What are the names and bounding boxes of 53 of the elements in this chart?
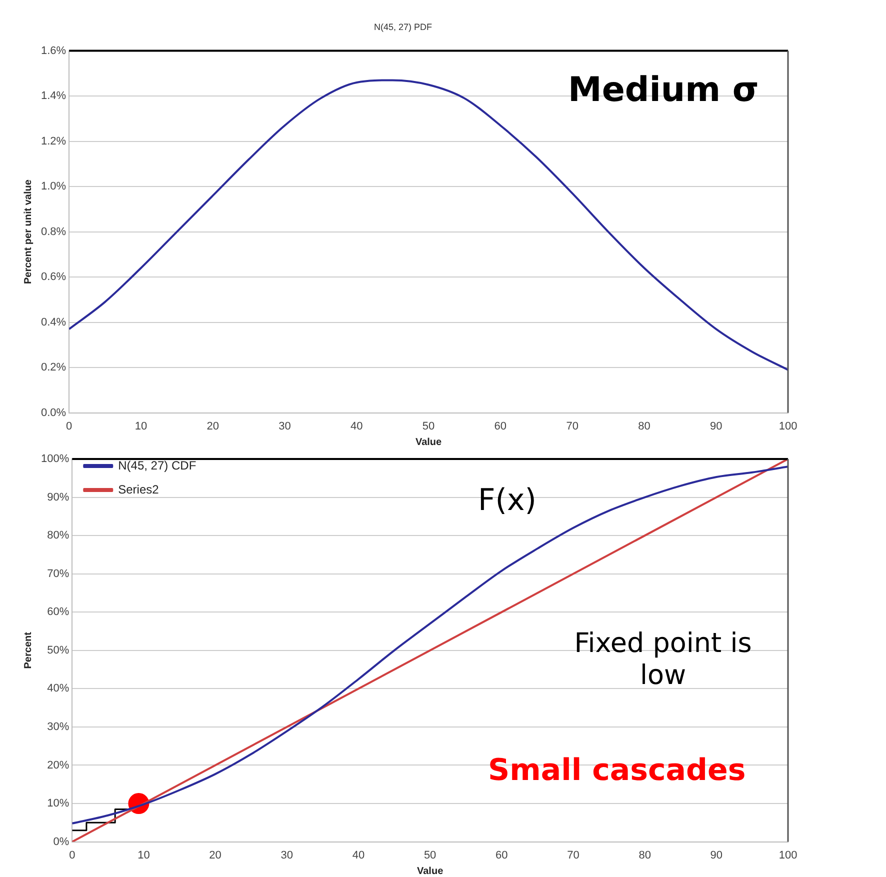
y-tick-label: 20% [47,759,70,772]
x-tick-label: 70 [567,849,580,862]
annotation: Medium σ [568,70,759,111]
y-tick-label: 0.0% [40,406,66,419]
y-tick-label: 10% [47,798,70,810]
legend-label: Series2 [118,482,160,496]
x-tick-label: 80 [638,849,651,862]
y-tick-label: 100% [40,453,70,466]
x-tick-label: 70 [566,420,578,432]
x-tick-label: 90 [710,420,722,432]
y-tick-label: 0% [53,836,70,848]
legend-label: N(45, 27) CDF [118,458,196,472]
x-tick-label: 90 [710,849,723,862]
x-tick-label: 10 [138,849,150,862]
x-tick-label: 20 [206,420,219,432]
y-tick-label: 40% [47,682,70,695]
y-tick-label: 0.2% [40,362,66,374]
y-tick-label: 1.6% [40,44,66,57]
annotation: Small cascades [488,753,746,789]
x-tick-label: 30 [278,420,291,432]
x-tick-label: 100 [778,849,798,862]
annotation: Fixed point is low [573,628,753,693]
annotation: F(x) [478,483,536,519]
y-tick-label: 60% [47,606,70,618]
x-tick-label: 60 [496,849,508,862]
x-tick-label: 0 [66,420,72,432]
x-axis-title: Value [416,866,444,877]
y-tick-label: 1.2% [40,135,66,148]
y-tick-label: 0.8% [40,226,66,238]
x-tick-label: 20 [209,849,222,862]
y-tick-label: 90% [47,491,70,504]
x-tick-label: 80 [638,420,650,432]
x-tick-label: 0 [69,849,76,862]
x-tick-label: 50 [424,849,436,862]
y-tick-label: 30% [47,720,70,733]
x-axis-title: Value [415,436,442,448]
y-tick-label: 70% [47,568,70,580]
chart-title: N(45, 27) PDF [374,22,433,32]
x-tick-label: 40 [350,420,363,432]
y-tick-label: 1.4% [40,90,66,102]
x-tick-label: 10 [134,420,148,432]
y-tick-label: 1.0% [40,180,66,193]
y-axis-title: Percent per unit value [22,179,34,284]
y-axis-title: Percent [22,631,34,669]
x-tick-label: 60 [494,420,507,432]
x-tick-label: 40 [352,849,365,862]
x-tick-label: 50 [422,420,435,432]
y-tick-label: 0.6% [40,271,66,284]
x-tick-label: 30 [280,849,294,862]
x-tick-label: 100 [778,420,798,432]
y-tick-label: 80% [47,530,70,542]
y-tick-label: 50% [47,644,70,656]
y-tick-label: 0.4% [40,316,66,328]
